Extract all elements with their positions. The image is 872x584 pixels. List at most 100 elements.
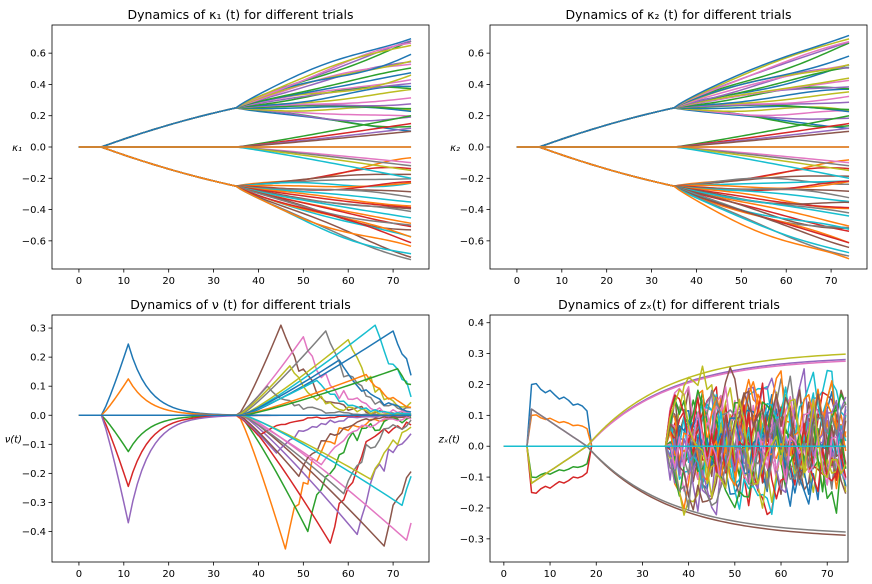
y-tick-label: −0.4 (460, 205, 484, 216)
plot-frame-kappa2 (489, 24, 868, 270)
y-tick-label: 0.2 (30, 353, 46, 364)
y-axis-label-kappa1: κ₁ (12, 143, 22, 154)
series-line-kappa2 (516, 146, 850, 260)
series-line-kappa2 (516, 122, 850, 148)
y-ticks-kappa1: −0.6 −0.4 −0.2 0.0 0.2 0.4 0.6 (22, 49, 52, 247)
x-tick-label: 30 (636, 569, 649, 580)
y-tick-label: 0.2 (468, 380, 484, 391)
series-group-zx (503, 353, 847, 536)
x-tick-label: 40 (682, 569, 695, 580)
x-tick-label: 0 (514, 276, 520, 287)
x-tick-label: 20 (162, 276, 175, 287)
y-tick-label: −0.3 (22, 498, 46, 509)
x-tick-label: 70 (821, 569, 834, 580)
series-line-kappa1 (78, 107, 412, 148)
y-tick-label: −0.3 (460, 534, 484, 545)
series-line-kappa1 (78, 146, 412, 172)
y-tick-label: 0.3 (468, 349, 484, 360)
series-line-kappa1 (78, 107, 412, 148)
series-line-kappa1 (78, 146, 412, 187)
x-tick-label: 70 (387, 276, 400, 287)
series-line-kappa1 (78, 146, 412, 248)
y-tick-label: −0.2 (22, 469, 46, 480)
plot-frame-kappa1 (51, 24, 430, 270)
series-line-kappa2 (516, 34, 850, 148)
x-tick-label: 60 (775, 569, 788, 580)
plot-frame-zx (489, 314, 849, 563)
x-ticks-zx: 0 10 20 30 40 50 60 70 (501, 562, 834, 580)
x-tick-label: 70 (825, 276, 838, 287)
series-line-kappa1 (78, 104, 412, 148)
y-axis-label-nu: ν(t) (5, 435, 22, 446)
series-line-kappa1 (78, 146, 412, 188)
series-line-kappa2 (516, 105, 850, 148)
series-line-kappa2 (516, 146, 850, 249)
x-tick-label: 0 (501, 569, 507, 580)
y-tick-label: 0.6 (30, 49, 46, 60)
x-tick-label: 10 (117, 276, 130, 287)
series-line-kappa1 (78, 53, 412, 148)
series-line-kappa2 (516, 107, 850, 148)
series-line-nu (78, 414, 412, 536)
y-tick-label: −0.1 (460, 473, 484, 484)
y-tick-label: 0.4 (30, 80, 46, 91)
panel-zx: Dynamics of zₓ(t) for different trials z… (438, 297, 849, 580)
series-line-nu (78, 414, 412, 478)
x-tick-label: 50 (297, 569, 310, 580)
y-tick-label: 0.4 (468, 80, 484, 91)
x-tick-label: 40 (252, 276, 265, 287)
series-line-kappa1 (78, 122, 412, 148)
x-tick-label: 60 (780, 276, 793, 287)
series-line-kappa2 (516, 146, 850, 172)
panel-kappa2: Dynamics of κ₂ (t) for different trials … (450, 7, 868, 287)
series-line-kappa1 (78, 88, 412, 148)
y-tick-label: 0.2 (30, 111, 46, 122)
plot-frame-nu (51, 314, 430, 563)
x-tick-label: 30 (207, 276, 220, 287)
series-line-kappa1 (78, 37, 412, 148)
x-tick-label: 50 (728, 569, 741, 580)
series-line-kappa1 (78, 107, 412, 148)
y-tick-label: 0.3 (30, 324, 46, 335)
series-line-nu (78, 414, 412, 547)
y-tick-label: −0.1 (22, 440, 46, 451)
x-tick-label: 20 (162, 569, 175, 580)
x-tick-label: 70 (387, 569, 400, 580)
x-tick-label: 20 (600, 276, 613, 287)
panel-kappa1: Dynamics of κ₁ (t) for different trials … (12, 7, 430, 287)
y-tick-label: 0.0 (468, 442, 484, 453)
y-tick-label: 0.2 (468, 111, 484, 122)
y-axis-label-kappa2: κ₂ (450, 143, 460, 154)
series-line-kappa1 (78, 107, 412, 148)
y-tick-label: 0.1 (468, 411, 484, 422)
series-line-kappa1 (78, 146, 412, 188)
x-ticks-kappa2: 0 10 20 30 40 50 60 70 (514, 269, 838, 287)
x-tick-label: 60 (342, 569, 355, 580)
x-tick-label: 30 (645, 276, 658, 287)
x-ticks-kappa1: 0 10 20 30 40 50 60 70 (76, 269, 400, 287)
x-tick-label: 20 (590, 569, 603, 580)
series-line-kappa2 (516, 146, 850, 187)
x-tick-label: 10 (555, 276, 568, 287)
series-line-kappa1 (78, 146, 412, 244)
chart-title-kappa1: Dynamics of κ₁ (t) for different trials (128, 7, 354, 22)
x-tick-label: 50 (297, 276, 310, 287)
series-line-kappa1 (78, 106, 412, 148)
y-tick-label: 0.4 (468, 318, 484, 329)
x-tick-label: 10 (117, 569, 130, 580)
x-tick-label: 40 (252, 569, 265, 580)
series-line-zx (503, 408, 846, 533)
series-group-kappa1 (78, 37, 412, 261)
y-tick-label: −0.2 (460, 174, 484, 185)
y-tick-label: 0.0 (30, 411, 46, 422)
y-ticks-zx: −0.3 −0.2 −0.1 0.0 0.1 0.2 0.3 0.4 (460, 318, 490, 545)
x-ticks-nu: 0 10 20 30 40 50 60 70 (76, 562, 400, 580)
x-tick-label: 60 (342, 276, 355, 287)
chart-title-nu: Dynamics of ν (t) for different trials (130, 297, 351, 312)
series-line-nu (78, 414, 412, 550)
y-tick-label: −0.4 (22, 205, 46, 216)
y-tick-label: −0.6 (460, 236, 484, 247)
y-axis-label-zx: zₓ(t) (438, 435, 460, 446)
series-line-zx (503, 353, 846, 485)
y-tick-label: 0.0 (468, 143, 484, 154)
